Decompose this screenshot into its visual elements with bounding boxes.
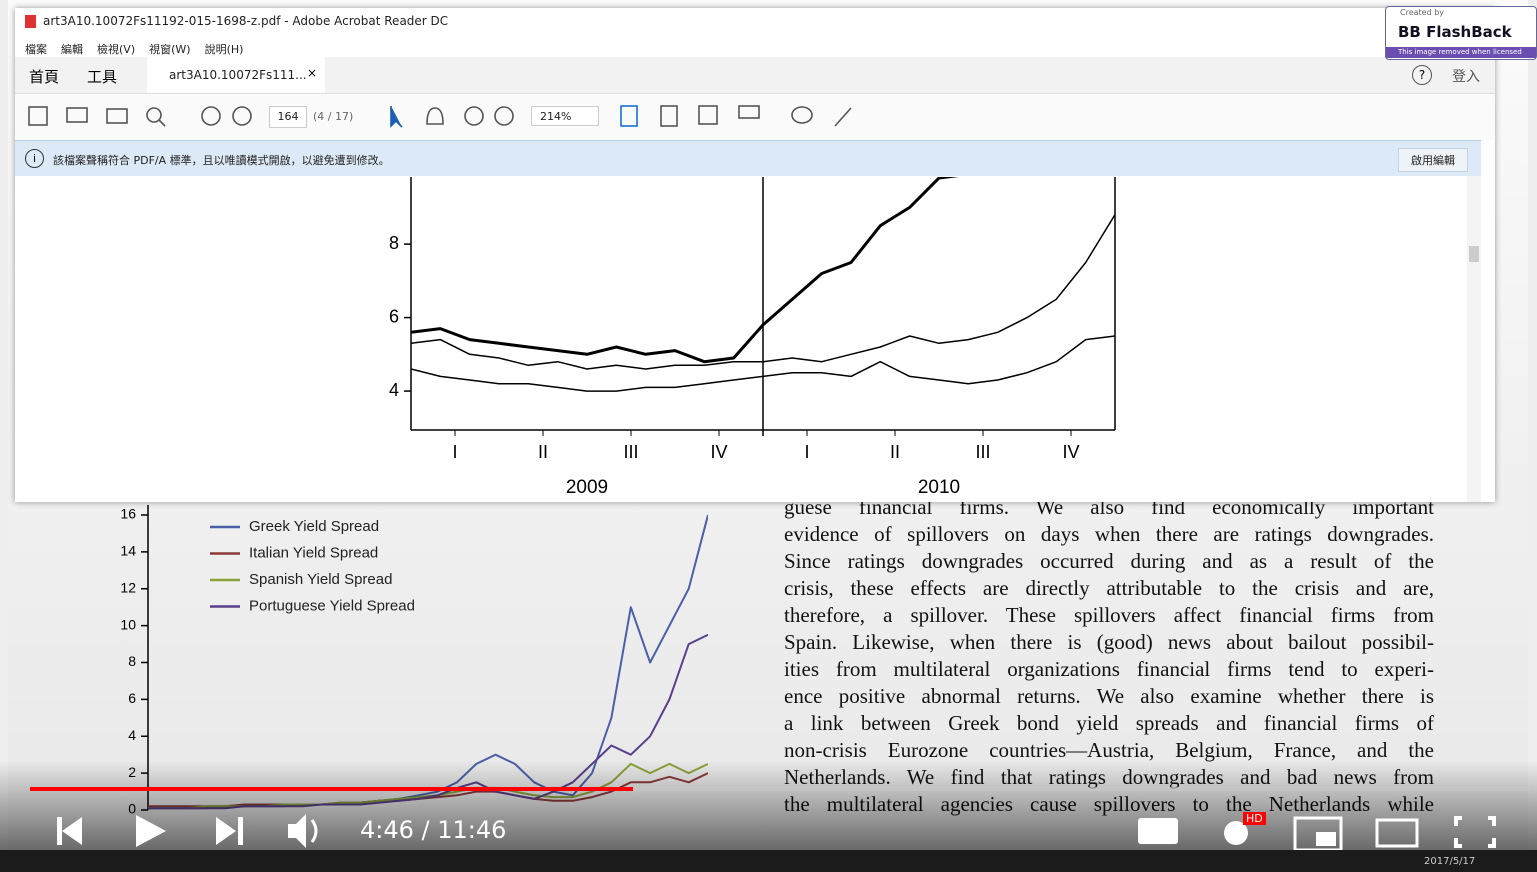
- window-title: art3A10.10072Fs11192-015-1698-z.pdf - Ad…: [43, 14, 449, 28]
- watermark-text: Created by: [1400, 8, 1445, 17]
- text-line: ence positive abnormal returns. We also …: [784, 684, 1434, 708]
- time: 4:46 / 11:46: [360, 816, 507, 844]
- tab-bar: 首頁 工具 art3A10.10072Fs111... × ? 登入: [15, 57, 1495, 94]
- pdf-icon: [25, 15, 36, 28]
- info-icon: i: [25, 149, 44, 168]
- year-label: 2009: [566, 477, 608, 498]
- text-line: Spain. Likewise, when there is (good) ne…: [784, 630, 1434, 654]
- series-line: [411, 335, 1115, 392]
- page-input[interactable]: 164: [269, 106, 307, 128]
- x-tick-label: III: [975, 442, 990, 462]
- player-shade: [0, 760, 1537, 850]
- tab-active[interactable]: art3A10.10072Fs111... ×: [147, 57, 325, 93]
- text-line: evidence of spillovers on days when ther…: [784, 522, 1434, 546]
- toolbar-icons: [28, 105, 852, 128]
- tab[interactable]: 工具: [87, 68, 118, 86]
- menu-item[interactable]: 編輯: [61, 43, 83, 56]
- watermark: Created by BB FlashBack This image remov…: [1385, 6, 1537, 60]
- x-tick-label: I: [804, 442, 809, 462]
- watermark-brand: BB FlashBack: [1398, 23, 1512, 41]
- scrollbar[interactable]: [1467, 176, 1481, 502]
- legend-label: Italian Yield Spread: [249, 544, 378, 561]
- close[interactable]: ×: [307, 66, 318, 80]
- player-controls: [57, 814, 1496, 850]
- menu-item[interactable]: 說明(H): [204, 43, 244, 56]
- x-tick-label: II: [538, 442, 548, 462]
- y-tick-label: 6: [389, 306, 399, 326]
- notice: 該檔案聲稱符合 PDF/A 標準，且以唯讀模式開啟，以避免遭到修改。: [53, 154, 390, 167]
- taskbar: [0, 850, 1537, 872]
- text-line: ities from multilateral organizations fi…: [784, 657, 1434, 681]
- series-line: [411, 214, 1115, 370]
- x-tick-label: III: [623, 442, 638, 462]
- scroll-thumb[interactable]: [1469, 246, 1479, 262]
- legend-label: Portuguese Yield Spread: [249, 597, 415, 614]
- menu-item[interactable]: 檔案: [25, 43, 47, 56]
- year-label: 2010: [918, 477, 960, 498]
- y-tick-label: 12: [120, 579, 136, 595]
- zoom[interactable]: 214%: [531, 106, 599, 126]
- legend-label: Spanish Yield Spread: [249, 571, 392, 588]
- x-tick-label: IV: [710, 442, 727, 462]
- y-tick-label: 8: [128, 653, 136, 669]
- menu-item[interactable]: 檢視(V): [97, 43, 136, 56]
- legend-label: Greek Yield Spread: [249, 518, 379, 535]
- x-tick-label: I: [452, 442, 457, 462]
- acrobat-window: art3A10.10072Fs11192-015-1698-z.pdf - Ad…: [15, 8, 1495, 502]
- clock-date: 2017/5/17: [1424, 856, 1476, 867]
- y-tick-label: 16: [120, 506, 136, 522]
- help[interactable]: ?: [1412, 65, 1432, 85]
- text-line: crisis, these effects are directly attri…: [784, 576, 1434, 600]
- pdf-content: 4 6 8 I II III IV I II III IV 2009 2010: [15, 176, 1495, 502]
- watermark-text: This image removed when licensed: [1386, 47, 1536, 58]
- notice-bar: i 該檔案聲稱符合 PDF/A 標準，且以唯讀模式開啟，以避免遭到修改。 啟用編…: [15, 140, 1481, 177]
- text-line: Since ratings downgrades occurred during…: [784, 549, 1434, 573]
- sign-in[interactable]: 登入: [1452, 69, 1480, 85]
- y-tick-label: 14: [120, 543, 136, 559]
- progress-track[interactable]: [30, 787, 1530, 791]
- x-tick-label: II: [890, 442, 900, 462]
- menu-item[interactable]: 視窗(W): [149, 43, 191, 56]
- text-line: therefore, a spillover. These spillovers…: [784, 603, 1434, 627]
- tab-label: art3A10.10072Fs111...: [169, 68, 307, 82]
- y-tick-label: 6: [128, 690, 136, 706]
- y-tick-label: 4: [128, 727, 136, 743]
- progress-played[interactable]: [30, 787, 633, 791]
- hd-badge: HD: [1243, 812, 1266, 825]
- menu-bar: 檔案 編輯 檢視(V) 視窗(W) 說明(H): [25, 38, 257, 57]
- y-tick-label: 8: [389, 233, 399, 253]
- toolbar: 164 (4 / 17) 214%: [15, 94, 1495, 140]
- page-count: (4 / 17): [313, 110, 354, 123]
- x-tick-label: IV: [1062, 442, 1079, 462]
- text-line: a link between Greek bond yield spreads …: [784, 711, 1434, 735]
- enable-editing[interactable]: 啟用編輯: [1398, 148, 1468, 172]
- series-line: [411, 177, 959, 364]
- tab[interactable]: 首頁: [29, 68, 60, 86]
- y-tick-label: 10: [120, 616, 136, 632]
- y-tick-label: 4: [389, 380, 399, 400]
- text-line: non-crisis Eurozone countries—Austria, B…: [784, 738, 1434, 762]
